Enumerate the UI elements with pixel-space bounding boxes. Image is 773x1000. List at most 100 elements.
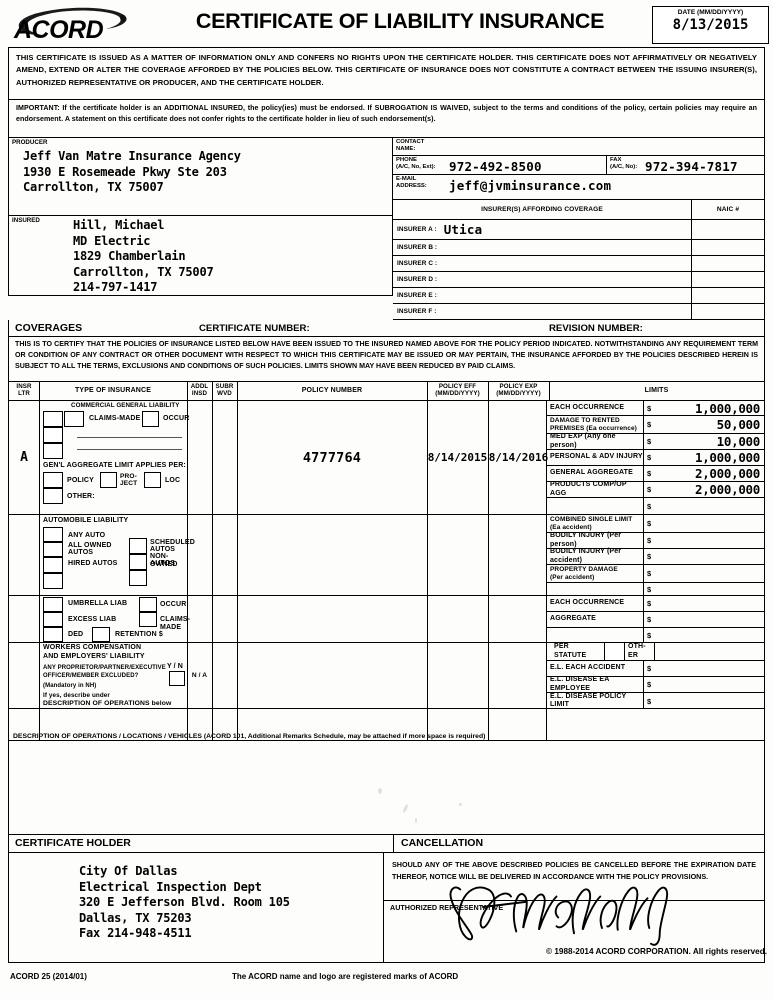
wc-question-2: OFFICER/MEMBER EXCLUDED?: [43, 673, 139, 679]
umbrella-checkbox-claims-made[interactable]: [139, 612, 157, 627]
umbrella-checkbox-umbrella[interactable]: [43, 597, 63, 612]
gl-checkbox-policy[interactable]: [43, 472, 63, 488]
auto-title: AUTOMOBILE LIABILITY: [43, 517, 129, 524]
gl-checkbox-other[interactable]: [43, 488, 63, 504]
paper-speck: [415, 818, 417, 823]
phone-label-2: (A/C, No, Ext):: [396, 164, 436, 170]
gl-checkbox-blank-2[interactable]: [43, 443, 63, 459]
auto-limit-bodily-injury-person: BODILY INJURY (Per person) $: [547, 532, 764, 549]
gl-limit-blank: $: [547, 498, 764, 514]
holder-cancellation-header-row: CERTIFICATE HOLDER CANCELLATION: [8, 835, 765, 853]
umbrella-claims-made-label: CLAIMS-MADE: [160, 616, 191, 632]
gl-checkbox-occur[interactable]: [142, 411, 159, 427]
gl-project-label-1: PRO-: [120, 473, 137, 480]
section-workers-compensation: WORKERS COMPENSATION AND EMPLOYERS' LIAB…: [9, 642, 764, 709]
wc-checkbox-other[interactable]: [655, 643, 764, 660]
email-value: jeff@jvminsurance.com: [449, 178, 612, 193]
auto-type-cell: AUTOMOBILE LIABILITY ANY AUTO ALL OWNED …: [39, 515, 195, 596]
contact-name-row: CONTACT NAME:: [393, 138, 764, 156]
auto-checkbox-blank[interactable]: [43, 573, 63, 589]
gl-limit-each-occurrence: EACH OCCURRENCE $1,000,000: [547, 401, 764, 416]
wc-other-label: OTH- ER: [625, 643, 655, 660]
umbrella-policy-exp-cell: [488, 596, 549, 643]
insurer-e-cell: INSURER E :: [393, 288, 692, 303]
gl-checkbox-loc[interactable]: [144, 472, 161, 488]
form-header: ACORD ® CERTIFICATE OF LIABILITY INSURAN…: [0, 0, 773, 47]
certificate-holder-address: City Of Dallas Electrical Inspection Dep…: [79, 864, 290, 942]
description-of-operations-header: DESCRIPTION OF OPERATIONS / LOCATIONS / …: [13, 733, 486, 740]
auto-checkbox-blank-2[interactable]: [129, 570, 147, 586]
auto-policy-exp-cell: [488, 515, 549, 596]
paper-speck: [378, 788, 382, 794]
wc-checkbox-per-statute[interactable]: [605, 643, 625, 660]
th-limits: LIMITS: [644, 386, 669, 394]
section-general-liability: A COMMERCIAL GENERAL LIABILITY CLAIMS-MA…: [9, 401, 764, 514]
auto-limit-bodily-injury-accident: BODILY INJURY (Per accident) $: [547, 548, 764, 565]
auto-checkbox-hired[interactable]: [43, 557, 63, 573]
auto-checkbox-non-owned[interactable]: [129, 554, 147, 570]
gl-agg-applies-per-label: GEN'L AGGREGATE LIMIT APPLIES PER:: [43, 462, 186, 469]
holder-line-2: Electrical Inspection Dept: [79, 879, 262, 894]
gl-type-cell: COMMERCIAL GENERAL LIABILITY CLAIMS-MADE…: [39, 401, 189, 514]
insured-line-1: Hill, Michael: [73, 218, 165, 232]
umbrella-ded-label: DED: [68, 631, 84, 638]
umbrella-checkbox-retention[interactable]: [92, 627, 110, 642]
trademark-text: The ACORD name and logo are registered m…: [232, 972, 459, 981]
insurer-b-cell: INSURER B :: [393, 240, 692, 255]
umbrella-checkbox-ded[interactable]: [43, 627, 63, 642]
insurer-c-cell: INSURER C :: [393, 256, 692, 271]
umbrella-checkbox-occur[interactable]: [139, 597, 157, 612]
wc-ifyes-2: DESCRIPTION OF OPERATIONS below: [43, 700, 172, 707]
producer-line-3: Carrollton, TX 75007: [23, 180, 164, 195]
th-insr-ltr: INSR LTR: [9, 382, 40, 400]
gl-limit-personal-adv-injury: PERSONAL & ADV INJURY $1,000,000: [547, 450, 764, 466]
insurers-header-row: INSURER(S) AFFORDING COVERAGE NAIC #: [393, 200, 765, 220]
insured-label: INSURED: [12, 217, 40, 224]
wc-checkbox-excluded[interactable]: [169, 671, 185, 686]
section-umbrella-liability: UMBRELLA LIAB EXCESS LIAB OCCUR CLAIMS-M…: [9, 595, 764, 643]
naic-header: NAIC #: [716, 205, 740, 213]
coverage-table: INSR LTR TYPE OF INSURANCE ADDL INSD SUB…: [8, 382, 765, 741]
gl-other-label: OTHER:: [67, 493, 95, 500]
auto-policy-number-cell: [237, 515, 427, 596]
insurer-f-cell: INSURER F :: [393, 304, 692, 319]
form-id-text: ACORD 25 (2014/01): [10, 972, 87, 981]
th-policy-exp: POLICY EXP (MM/DD/YYYY): [488, 382, 550, 400]
gl-checkbox-project[interactable]: [100, 472, 117, 488]
fax-value: 972-394-7817: [645, 159, 738, 174]
wc-limit-el-disease-policy-limit: E.L. DISEASE POLICY LIMIT $: [547, 693, 764, 709]
description-of-operations-body[interactable]: [9, 740, 764, 748]
auto-limit-combined-single: COMBINED SINGLE LIMIT (Ea accident) $: [547, 515, 764, 533]
insurer-d-cell: INSURER D :: [393, 272, 692, 287]
umbrella-type-cell: UMBRELLA LIAB EXCESS LIAB OCCUR CLAIMS-M…: [39, 596, 191, 643]
auto-policy-eff-cell: [427, 515, 488, 596]
contact-email-row: E-MAIL ADDRESS: jeff@jvminsurance.com: [393, 175, 764, 197]
auto-checkbox-any-auto[interactable]: [43, 527, 63, 542]
umbrella-limit-aggregate: AGGREGATE $: [547, 612, 764, 628]
auto-checkbox-scheduled[interactable]: [129, 538, 147, 554]
phone-value: 972-492-8500: [449, 159, 542, 174]
gl-checkbox-blank-1[interactable]: [43, 427, 63, 443]
gl-checkbox-commercial[interactable]: [43, 411, 63, 427]
notice-block-primary: THIS CERTIFICATE IS ISSUED AS A MATTER O…: [8, 47, 765, 100]
umbrella-limit-each-occurrence: EACH OCCURRENCE $: [547, 596, 764, 612]
wc-policy-exp-cell: [488, 643, 549, 709]
insurer-a-naic: [692, 220, 764, 239]
revision-number-label: REVISION NUMBER:: [549, 323, 643, 334]
gl-project-label-2: JECT: [120, 480, 138, 487]
gl-limit-products-compop-agg: PRODUCTS COMP/OP AGG $2,000,000: [547, 481, 764, 498]
gl-checkbox-claims-made-marker[interactable]: [64, 411, 84, 427]
umbrella-policy-number-cell: [237, 596, 427, 643]
auto-all-owned-label-1: ALL OWNED: [68, 542, 112, 549]
umbrella-insr-ltr: [9, 596, 39, 643]
date-label: DATE (MM/DD/YYYY): [677, 9, 744, 16]
auto-checkbox-all-owned[interactable]: [43, 542, 63, 557]
umbrella-checkbox-excess[interactable]: [43, 612, 63, 627]
wc-mandatory-note: (Mandatory in NH): [43, 683, 97, 689]
fax-label-1: FAX: [610, 157, 622, 163]
certificate-holder-box: City Of Dallas Electrical Inspection Dep…: [8, 853, 384, 963]
insurer-e-naic: [692, 288, 764, 303]
acord-registered-mark: ®: [120, 14, 126, 23]
gl-title: COMMERCIAL GENERAL LIABILITY: [71, 402, 180, 409]
